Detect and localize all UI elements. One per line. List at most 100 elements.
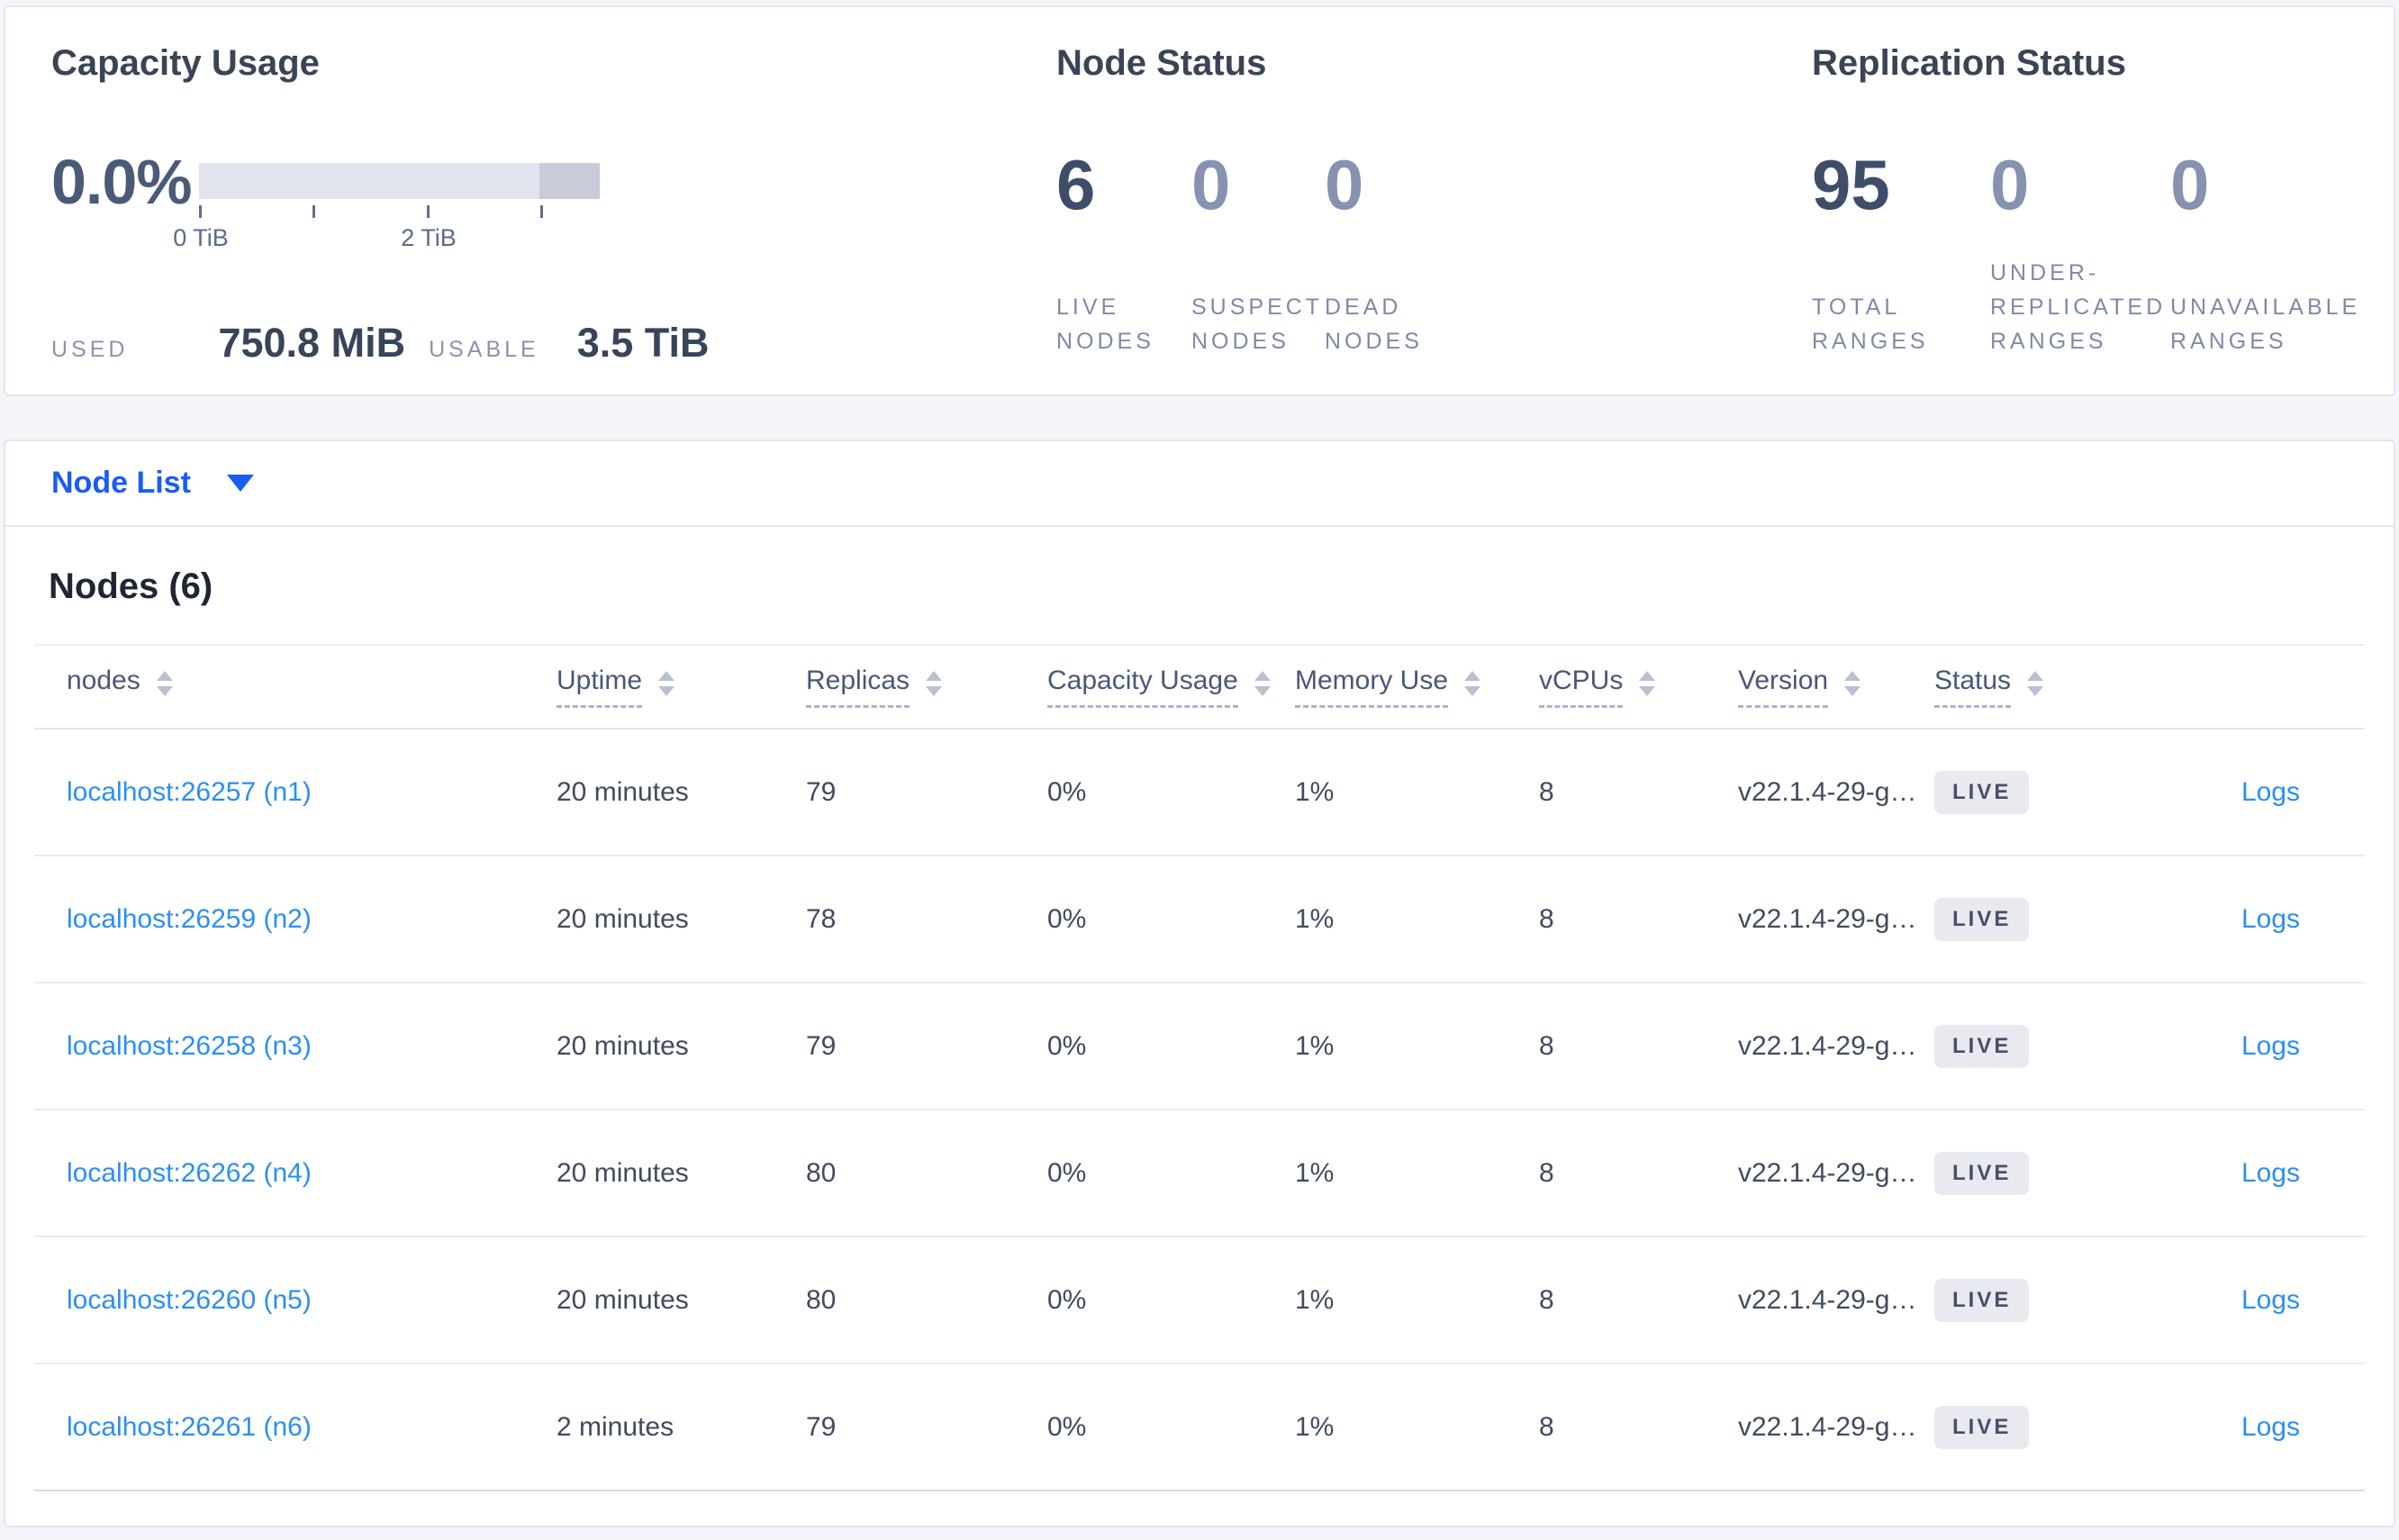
memory-cell: 1% [1295, 1157, 1335, 1188]
axis-tick [540, 205, 543, 218]
unavailable-ranges-label: UNAVAILABLE RANGES [2170, 294, 2361, 354]
node-link[interactable]: localhost:26259 (n2) [67, 903, 312, 934]
sort-icon [658, 670, 675, 696]
table-row: localhost:26261 (n6) 2 minutes 79 0% 1% … [34, 1364, 2365, 1491]
logs-link[interactable]: Logs [2241, 903, 2300, 934]
logs-link[interactable]: Logs [2241, 1030, 2300, 1061]
uptime-cell: 20 minutes [557, 903, 689, 934]
node-list-dropdown[interactable]: Node List [51, 466, 254, 501]
version-cell: v22.1.4-29-g… [1738, 776, 1917, 807]
capacity-bar-chart: 0 TiB 2 TiB [173, 163, 600, 257]
total-ranges-value: 95 [1812, 145, 1890, 224]
capacity-cell: 0% [1047, 1411, 1087, 1442]
sort-icon [1254, 670, 1271, 696]
column-header-nodes[interactable]: nodes [34, 666, 557, 708]
column-header-replicas[interactable]: Replicas [806, 666, 1047, 708]
axis-tick [427, 205, 430, 218]
node-list-dropdown-label: Node List [51, 466, 191, 500]
used-label: USED [51, 337, 129, 362]
table-row: localhost:26258 (n3) 20 minutes 79 0% 1%… [34, 983, 2365, 1110]
unavailable-ranges-stat: 0 UNAVAILABLE RANGES [2170, 149, 2360, 358]
status-badge: LIVE [1934, 897, 2030, 941]
capacity-cell: 0% [1047, 1030, 1087, 1061]
sort-icon [156, 670, 173, 696]
suspect-nodes-value: 0 [1191, 145, 1231, 224]
column-header-uptime[interactable]: Uptime [557, 666, 806, 708]
used-value: 750.8 MiB [218, 320, 406, 366]
usable-value: 3.5 TiB [576, 320, 710, 366]
version-cell: v22.1.4-29-g… [1738, 1157, 1917, 1188]
column-header-vcpus[interactable]: vCPUs [1539, 666, 1738, 708]
sort-icon [1639, 670, 1656, 696]
node-link[interactable]: localhost:26258 (n3) [67, 1030, 312, 1061]
suspect-nodes-label: SUSPECT NODES [1191, 294, 1324, 354]
column-header-version[interactable]: Version [1738, 666, 1934, 708]
dead-nodes-value: 0 [1325, 145, 1364, 224]
capacity-usage-title: Capacity Usage [51, 43, 320, 83]
status-badge: LIVE [1934, 1024, 2030, 1068]
version-cell: v22.1.4-29-g… [1738, 1030, 1917, 1061]
version-cell: v22.1.4-29-g… [1738, 903, 1917, 934]
memory-cell: 1% [1295, 1030, 1335, 1061]
axis-tick [312, 205, 315, 218]
table-row: localhost:26260 (n5) 20 minutes 80 0% 1%… [34, 1237, 2365, 1364]
caret-down-icon [226, 475, 254, 492]
under-replicated-ranges-value: 0 [1990, 145, 2030, 224]
version-cell: v22.1.4-29-g… [1738, 1411, 1917, 1442]
node-link[interactable]: localhost:26257 (n1) [67, 776, 312, 807]
memory-cell: 1% [1295, 1411, 1335, 1442]
node-link[interactable]: localhost:26262 (n4) [67, 1157, 312, 1188]
replicas-cell: 80 [806, 1157, 837, 1188]
uptime-cell: 20 minutes [557, 1157, 689, 1188]
axis-tick-label: 2 TiB [401, 224, 457, 251]
replicas-cell: 79 [806, 776, 837, 807]
dead-nodes-stat: 0 DEAD NODES [1325, 149, 1423, 358]
logs-link[interactable]: Logs [2241, 1411, 2300, 1442]
memory-cell: 1% [1295, 776, 1335, 807]
vcpus-cell: 8 [1539, 1411, 1554, 1442]
replicas-cell: 78 [806, 903, 837, 934]
table-row: localhost:26259 (n2) 20 minutes 78 0% 1%… [34, 856, 2365, 983]
cluster-overview-panel: Capacity Usage 0.0% 0 TiB 2 TiB USED [4, 5, 2395, 396]
suspect-nodes-stat: 0 SUSPECT NODES [1191, 149, 1325, 358]
replicas-cell: 80 [806, 1284, 837, 1315]
live-nodes-label: LIVE NODES [1056, 294, 1154, 354]
total-ranges-label: TOTAL RANGES [1812, 294, 1929, 354]
table-row: localhost:26257 (n1) 20 minutes 79 0% 1%… [34, 729, 2365, 856]
uptime-cell: 20 minutes [557, 776, 689, 807]
usable-label: USABLE [429, 337, 539, 362]
uptime-cell: 20 minutes [557, 1030, 689, 1061]
vcpus-cell: 8 [1539, 1030, 1554, 1061]
vcpus-cell: 8 [1539, 903, 1554, 934]
nodes-table-heading: Nodes (6) [49, 566, 213, 606]
replication-status-title: Replication Status [1812, 43, 2126, 83]
status-badge: LIVE [1934, 770, 2030, 814]
capacity-cell: 0% [1047, 1157, 1087, 1188]
replicas-cell: 79 [806, 1411, 837, 1442]
logs-link[interactable]: Logs [2241, 1157, 2300, 1188]
status-badge: LIVE [1934, 1151, 2030, 1195]
axis-tick [199, 205, 202, 218]
logs-link[interactable]: Logs [2241, 1284, 2300, 1315]
column-header-memory-use[interactable]: Memory Use [1295, 666, 1539, 708]
node-link[interactable]: localhost:26260 (n5) [67, 1284, 312, 1315]
node-link[interactable]: localhost:26261 (n6) [67, 1411, 312, 1442]
unavailable-ranges-value: 0 [2170, 145, 2210, 224]
node-status-title: Node Status [1056, 43, 1267, 83]
sort-icon [1844, 670, 1861, 696]
vcpus-cell: 8 [1539, 1284, 1554, 1315]
under-replicated-ranges-label: UNDER- REPLICATED RANGES [1990, 260, 2167, 354]
live-nodes-value: 6 [1056, 145, 1096, 224]
column-header-status[interactable]: Status [1934, 666, 2163, 708]
table-row: localhost:26262 (n4) 20 minutes 80 0% 1%… [34, 1110, 2365, 1237]
logs-link[interactable]: Logs [2241, 776, 2300, 807]
sort-icon [1464, 670, 1481, 696]
capacity-cell: 0% [1047, 776, 1087, 807]
under-replicated-ranges-stat: 0 UNDER- REPLICATED RANGES [1990, 149, 2170, 358]
node-status-section: Node Status 6 LIVE NODES 0 SUSPECT NODES… [1019, 7, 1767, 394]
capacity-percent: 0.0% [51, 147, 193, 217]
live-nodes-stat: 6 LIVE NODES [1056, 149, 1191, 358]
column-header-capacity-usage[interactable]: Capacity Usage [1047, 666, 1295, 708]
nodes-table-header-row: nodes Uptime Replicas Capacity Usage Mem… [34, 644, 2365, 729]
vcpus-cell: 8 [1539, 1157, 1554, 1188]
